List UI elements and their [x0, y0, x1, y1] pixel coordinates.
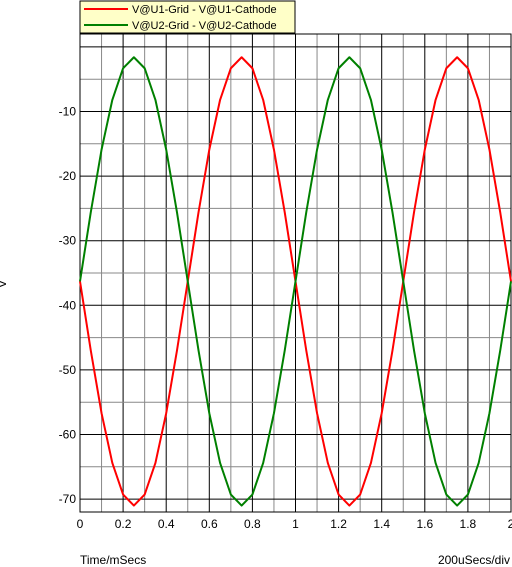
- x-scale-label: 200uSecs/div: [438, 553, 510, 567]
- legend: V@U1-Grid - V@U1-Cathode V@U2-Grid - V@U…: [79, 0, 296, 34]
- series-layer: [79, 56, 512, 507]
- x-tick-labels: 0 0.2 0.4 0.6 0.8 1 1.2 1.4 1.6 1.8 2: [77, 517, 512, 531]
- y-tick-labels: -10 -20 -30 -40 -50 -60 -70: [59, 105, 77, 507]
- x-tick-label: 1.8: [460, 517, 477, 531]
- legend-entry-u2: V@U2-Grid - V@U2-Cathode: [132, 20, 277, 32]
- y-tick-label: -50: [59, 363, 77, 377]
- legend-box: [79, 0, 296, 34]
- x-tick-label: 2: [508, 517, 512, 531]
- x-tick-label: 1.4: [373, 517, 390, 531]
- x-tick-label: 0.8: [244, 517, 261, 531]
- x-tick-label: 1.6: [416, 517, 433, 531]
- grid: [79, 34, 512, 512]
- legend-entry-u1: V@U1-Grid - V@U1-Cathode: [132, 4, 277, 16]
- y-tick-label: -10: [59, 105, 77, 119]
- x-tick-label: 0: [77, 517, 84, 531]
- plot-frame: [79, 33, 512, 513]
- y-tick-label: -40: [59, 298, 77, 312]
- x-tick-label: 0.2: [115, 517, 132, 531]
- y-axis-label: V: [0, 280, 9, 288]
- x-tick-label: 0.4: [158, 517, 175, 531]
- x-axis-label: Time/mSecs: [80, 553, 146, 567]
- x-tick-label: 0.6: [201, 517, 218, 531]
- series-line-2: [79, 56, 512, 507]
- y-tick-label: -20: [59, 169, 77, 183]
- x-tick-label: 1: [292, 517, 299, 531]
- y-tick-label: -60: [59, 427, 77, 441]
- x-tick-label: 1.2: [330, 517, 347, 531]
- y-tick-label: -70: [59, 492, 77, 506]
- y-tick-label: -30: [59, 234, 77, 248]
